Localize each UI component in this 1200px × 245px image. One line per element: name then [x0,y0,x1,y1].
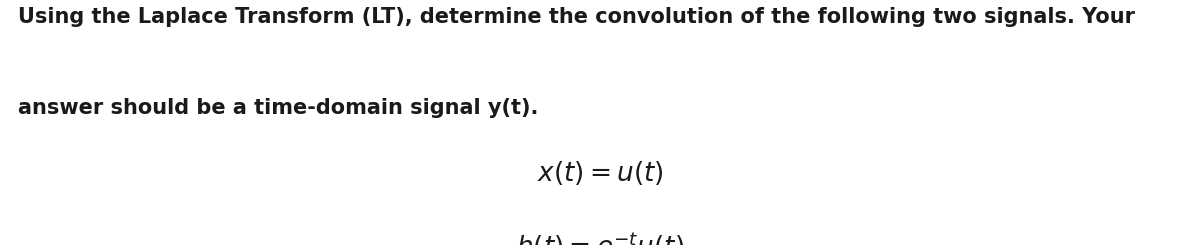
Text: $x(t) = u(t)$: $x(t) = u(t)$ [536,159,664,187]
Text: $h(t) = e^{-t}u(t)$: $h(t) = e^{-t}u(t)$ [516,230,684,245]
Text: Using the Laplace Transform (LT), determine the convolution of the following two: Using the Laplace Transform (LT), determ… [18,7,1135,27]
Text: answer should be a time-domain signal y(t).: answer should be a time-domain signal y(… [18,98,539,118]
